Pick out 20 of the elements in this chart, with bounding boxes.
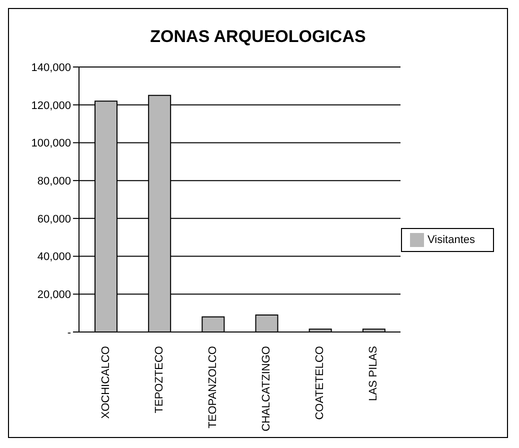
bar <box>362 328 386 332</box>
y-tick-label: 100,000 <box>31 138 71 150</box>
y-tick-label: - <box>67 326 72 339</box>
y-tick-label: 60,000 <box>37 213 71 226</box>
legend-label: Visitantes <box>428 233 475 246</box>
x-tick-label: XOCHICALCO <box>100 346 112 419</box>
y-tick-label: 80,000 <box>37 175 71 188</box>
y-tick-label: 40,000 <box>37 251 71 264</box>
x-tick-label: TEPOZTECO <box>153 346 166 414</box>
x-tick-label: TEOPANZOLCO <box>206 346 219 428</box>
y-tick-label: 20,000 <box>37 289 71 302</box>
y-tick-label: 140,000 <box>31 62 71 74</box>
x-tick-label: COATETELCO <box>314 346 326 420</box>
y-tick-label: 120,000 <box>31 100 71 112</box>
bar <box>202 316 225 332</box>
x-tick-label: LAS PILAS <box>368 346 380 402</box>
chart-title: ZONAS ARQUEOLOGICAS <box>149 27 367 47</box>
bar <box>255 314 278 332</box>
bar <box>308 328 332 332</box>
x-tick-label: CHALCATZINGO <box>260 346 273 432</box>
